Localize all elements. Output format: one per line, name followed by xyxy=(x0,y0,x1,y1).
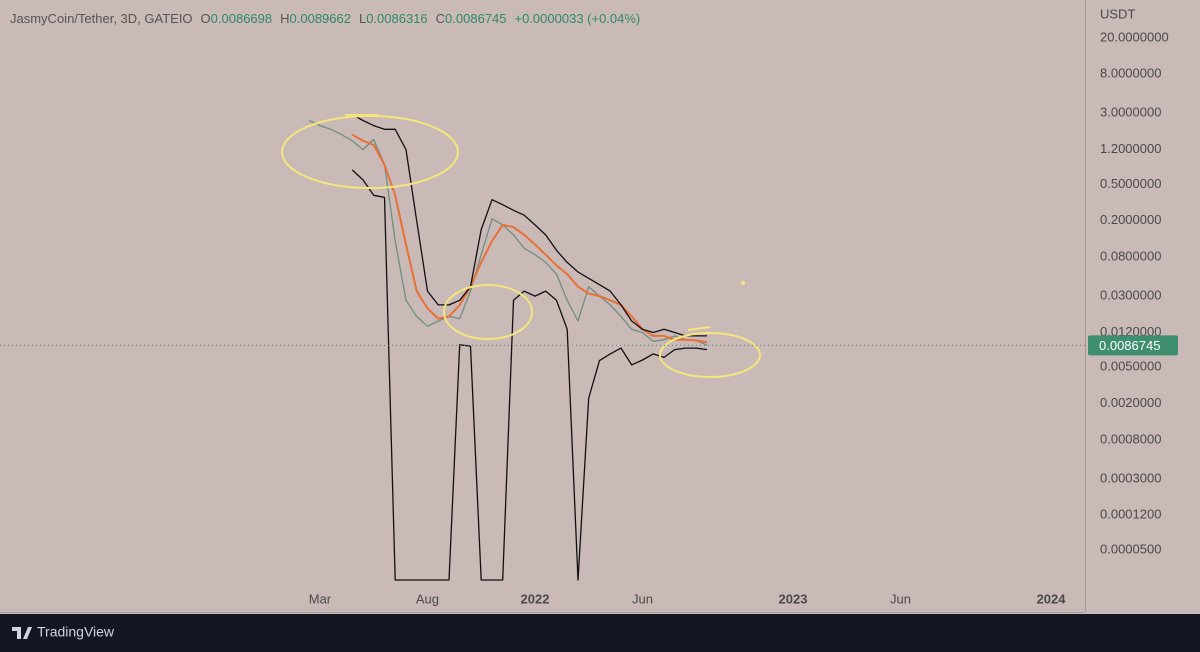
ohlc-label: C xyxy=(436,11,445,26)
y-tick-label: 0.0000500 xyxy=(1100,541,1161,556)
x-tick-label: Jun xyxy=(890,591,911,606)
y-tick-label: 0.0800000 xyxy=(1100,249,1161,264)
y-tick-label: 0.5000000 xyxy=(1100,176,1161,191)
y-tick-label: 0.0003000 xyxy=(1100,470,1161,485)
series-line xyxy=(351,114,707,337)
ellipse xyxy=(443,284,533,340)
x-tick-label: 2024 xyxy=(1037,591,1067,606)
series-line xyxy=(308,119,708,346)
footer-brand: TradingView xyxy=(37,624,115,640)
x-tick-label: 2023 xyxy=(779,591,808,606)
y-tick-label: 20.0000000 xyxy=(1100,29,1169,44)
y-tick-label: 0.0120000 xyxy=(1100,324,1161,339)
plot xyxy=(308,114,708,581)
ohlc-value: 0.0086316 xyxy=(366,11,427,26)
stroke xyxy=(687,326,711,331)
last-price-box xyxy=(1088,335,1178,356)
y-tick-label: 0.0008000 xyxy=(1100,431,1161,446)
dot xyxy=(741,281,745,285)
y-tick-label: 0.0020000 xyxy=(1100,395,1161,410)
series-line xyxy=(351,133,708,344)
background xyxy=(0,0,1200,614)
x-tick-label: Jun xyxy=(632,591,653,606)
y-tick-label: 1.2000000 xyxy=(1100,141,1161,156)
ohlc-label: H xyxy=(280,11,289,26)
change: +0.0000033 (+0.04%) xyxy=(515,11,641,26)
ohlc-value: 0.0089662 xyxy=(290,11,351,26)
series-line xyxy=(351,169,708,581)
footer-bar xyxy=(0,614,1200,652)
x-tick-label: Aug xyxy=(416,591,439,606)
ellipse xyxy=(659,332,761,378)
ohlc-label: O xyxy=(201,11,211,26)
y-unit: USDT xyxy=(1100,6,1135,21)
y-tick-label: 8.0000000 xyxy=(1100,66,1161,81)
logo xyxy=(12,627,32,639)
x-tick-label: 2022 xyxy=(521,591,550,606)
ohlc-label: L xyxy=(359,11,366,26)
header: JasmyCoin/Tether, 3D, GATEIO O0.0086698 H0… xyxy=(10,11,640,26)
y-tick-label: 0.0300000 xyxy=(1100,288,1161,303)
symbol-title: JasmyCoin/Tether, 3D, GATEIO xyxy=(10,11,193,26)
y-tick-label: 0.0050000 xyxy=(1100,359,1161,374)
last-price-label: 0.0086745 xyxy=(1099,338,1160,353)
ohlc-value: 0.0086745 xyxy=(445,11,506,26)
y-tick-label: 0.2000000 xyxy=(1100,212,1161,227)
annotations xyxy=(281,114,761,378)
y-tick-label: 0.0001200 xyxy=(1100,507,1161,522)
x-tick-label: Mar xyxy=(309,591,332,606)
ohlc-value: 0.0086698 xyxy=(211,11,272,26)
y-tick-label: 3.0000000 xyxy=(1100,105,1161,120)
